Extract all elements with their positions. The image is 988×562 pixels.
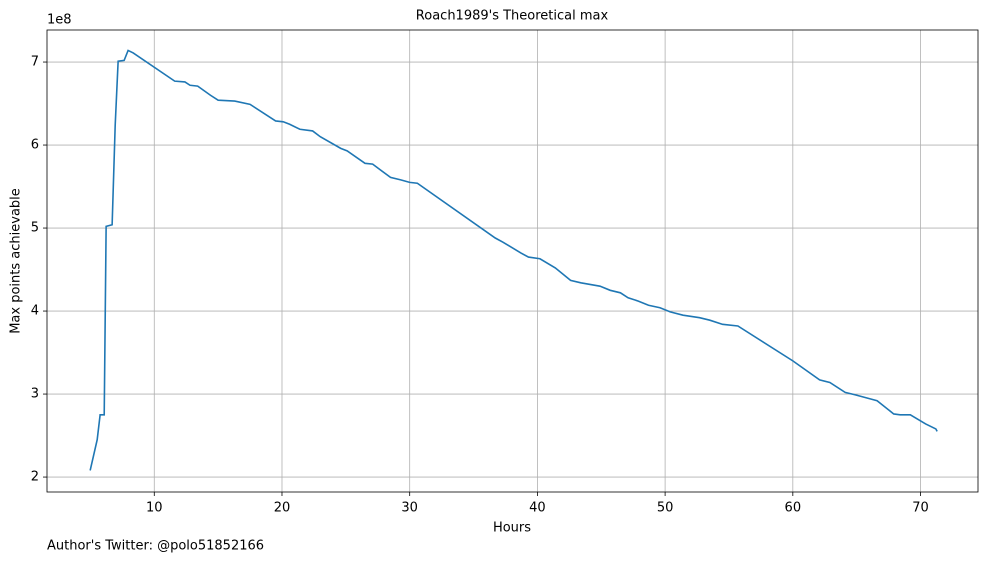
x-axis-label: Hours bbox=[493, 521, 531, 536]
x-tick-label: 70 bbox=[912, 501, 929, 516]
chart-title: Roach1989's Theoretical max bbox=[416, 9, 609, 24]
y-tick-label: 2 bbox=[31, 470, 39, 485]
footer: Author's Twitter: @polo51852166 bbox=[47, 539, 264, 554]
y-tick-label: 6 bbox=[31, 138, 39, 153]
x-tick-label: 40 bbox=[529, 501, 546, 516]
x-tick-label: 50 bbox=[657, 501, 674, 516]
y-offset-label: 1e8 bbox=[47, 13, 72, 28]
y-tick-label: 5 bbox=[31, 221, 39, 236]
plot-frame bbox=[46, 29, 979, 493]
line bbox=[89, 49, 938, 471]
y-tick-label: 4 bbox=[31, 304, 39, 319]
x-tick-label: 30 bbox=[401, 501, 418, 516]
y-tick-label: 7 bbox=[31, 55, 39, 70]
y-axis-label: Max points achievable bbox=[9, 188, 24, 334]
y-tick-label: 3 bbox=[31, 387, 39, 402]
x-tick-label: 10 bbox=[146, 501, 163, 516]
x-tick-label: 60 bbox=[785, 501, 802, 516]
x-tick-label: 20 bbox=[274, 501, 291, 516]
